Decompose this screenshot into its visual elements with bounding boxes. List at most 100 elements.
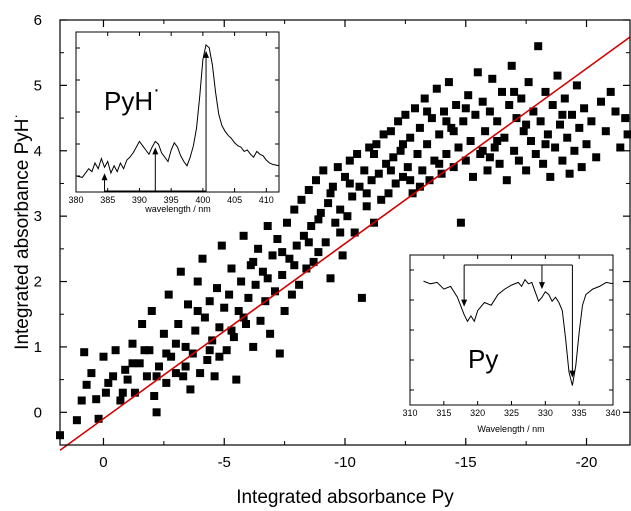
y-tick-label: 5 (34, 77, 42, 94)
scatter-point (529, 107, 538, 116)
inset-x-tick-label: 385 (100, 195, 115, 205)
scatter-point (582, 140, 591, 149)
scatter-point (493, 137, 502, 145)
scatter-point (350, 228, 359, 237)
scatter-point (290, 205, 299, 214)
scatter-point (502, 176, 511, 185)
scatter-point (283, 218, 291, 227)
scatter-point (198, 254, 207, 263)
scatter-point (420, 94, 429, 103)
scatter-point (565, 169, 574, 178)
scatter-point (266, 329, 275, 338)
inset-x-tick-label: 335 (572, 408, 587, 418)
scatter-point (309, 257, 318, 266)
scatter-point (87, 369, 96, 378)
x-tick-label: -20 (576, 454, 598, 471)
scatter-point (200, 313, 209, 322)
scatter-point (493, 117, 502, 126)
inset-arrow-head (152, 147, 159, 155)
scatter-point (338, 251, 347, 260)
scatter-point (263, 274, 272, 283)
scatter-point (522, 120, 531, 129)
scatter-point (80, 348, 89, 357)
scatter-point (215, 323, 224, 332)
scatter-point (558, 156, 567, 165)
inset-x-tick-label: 380 (68, 195, 83, 205)
scatter-point (135, 359, 144, 368)
scatter-point (278, 271, 287, 279)
scatter-point (174, 320, 183, 328)
scatter-point (234, 307, 243, 315)
scatter-point (128, 339, 137, 348)
scatter-point (536, 117, 545, 126)
scatter-point (145, 346, 154, 355)
scatter-point (471, 110, 480, 119)
scatter-point (418, 166, 427, 175)
scatter-point (505, 101, 514, 109)
inset-x-tick-label: 330 (538, 408, 553, 418)
scatter-point (411, 104, 419, 113)
scatter-point (389, 153, 398, 162)
scatter-point (415, 123, 424, 132)
scatter-point (314, 215, 323, 224)
scatter-point (345, 156, 354, 165)
scatter-point (297, 195, 306, 204)
scatter-point (464, 91, 473, 100)
scatter-point (82, 380, 91, 389)
scatter-point (312, 176, 320, 185)
scatter-point (510, 146, 519, 155)
scatter-point (94, 414, 103, 423)
scatter-point (360, 166, 369, 175)
scatter-point (155, 362, 163, 371)
scatter-point (299, 231, 308, 240)
scatter-point (307, 222, 316, 230)
scatter-point (435, 159, 444, 168)
scatter-point (575, 123, 584, 132)
scatter-point (449, 163, 458, 172)
scatter-point (423, 140, 432, 149)
scatter-point (377, 195, 386, 204)
scatter-point (99, 352, 108, 361)
scatter-point (292, 241, 301, 250)
scatter-point (611, 107, 620, 116)
scatter-point (326, 189, 335, 198)
scatter-point (478, 97, 487, 106)
pyh-spectrum-curve (75, 43, 280, 178)
scatter-point (362, 189, 371, 198)
scatter-point (290, 261, 299, 270)
scatter-point (353, 150, 362, 158)
scatter-point (302, 264, 311, 273)
main-scatter-chart: 0 -5 -10 -15 -20 0 1 2 3 4 5 6 Integrated absorbanc… (8, 12, 631, 508)
scatter-point (316, 208, 325, 217)
scatter-point (483, 166, 492, 175)
inset-py-spectrum: 310 315 320 325 330 335 340 Py Wavelength / nm (402, 254, 621, 434)
inset-pyh-xlabel: wavelength / nm (144, 204, 211, 214)
y-tick-label: 6 (34, 12, 42, 29)
scatter-point (558, 110, 567, 119)
y-axis-title-radical-dot: · (8, 114, 23, 118)
scatter-point (249, 257, 258, 266)
scatter-point (449, 127, 458, 136)
scatter-point (142, 372, 151, 381)
scatter-point (181, 362, 190, 371)
scatter-point (268, 251, 277, 260)
x-tick-label: -10 (334, 454, 356, 471)
scatter-point (328, 182, 337, 191)
scatter-point (237, 277, 246, 286)
scatter-point (203, 356, 212, 364)
scatter-point (152, 408, 161, 417)
scatter-point (256, 316, 265, 325)
scatter-point (278, 248, 287, 257)
scatter-point (232, 375, 241, 384)
scatter-point (435, 130, 444, 139)
scatter-point (423, 107, 432, 116)
main-axis-ticks: 0 -5 -10 -15 -20 0 1 2 3 4 5 6 (34, 12, 630, 471)
scatter-point (396, 146, 405, 155)
y-tick-label: 0 (34, 404, 42, 421)
scatter-point (101, 388, 110, 397)
scatter-point (220, 303, 229, 312)
scatter-point (391, 179, 400, 188)
scatter-point (406, 133, 415, 142)
scatter-point (314, 248, 323, 257)
